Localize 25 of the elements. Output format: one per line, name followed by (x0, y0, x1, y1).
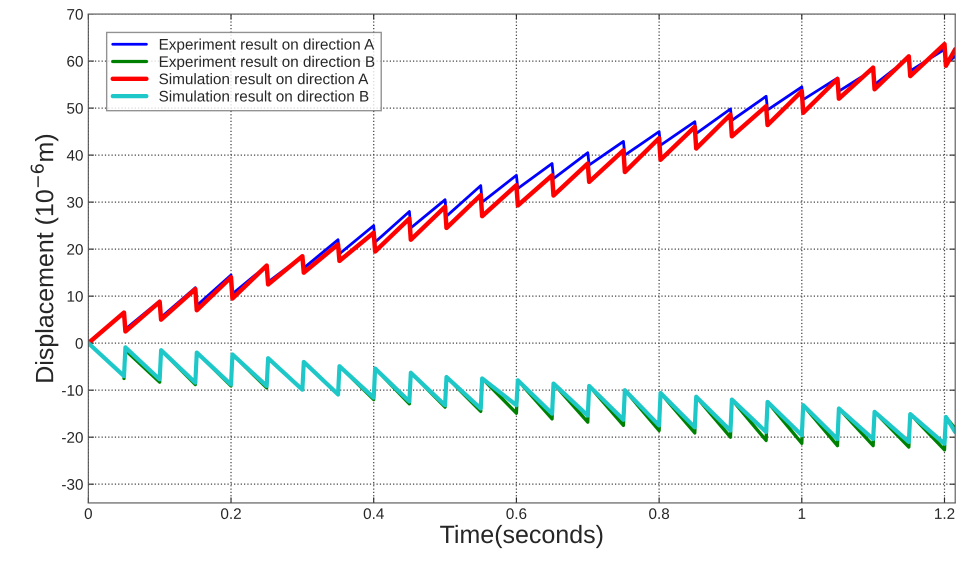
y-tick-label: 60 (67, 56, 83, 67)
y-tick-label: -10 (62, 385, 83, 396)
y-tick-label: 30 (67, 196, 83, 208)
x-tick-label: 0.8 (649, 508, 670, 520)
line-series (88, 341, 956, 446)
x-tick-label: 0.2 (220, 508, 241, 520)
legend-label: Simulation result on direction A (159, 73, 368, 84)
x-tick-label: 0.6 (506, 508, 526, 520)
y-tick-label: 10 (68, 291, 83, 302)
y-axis-title: Displacement (10$^{−6}$m) (30, 134, 58, 382)
legend-label: Experiment result on direction A (160, 38, 374, 53)
y-tick-label: 40 (66, 150, 83, 161)
y-tick-label: -30 (62, 479, 83, 490)
legend-label: Simulation result on direction B (159, 90, 368, 102)
x-tick-label: 1 (798, 508, 806, 519)
x-tick-label: 0.4 (364, 508, 384, 520)
y-tick-label: 0 (76, 338, 83, 349)
x-tick-label: 1.2 (935, 508, 954, 519)
x-tick-label: 0 (84, 508, 92, 520)
y-tick-label: -20 (62, 432, 83, 443)
legend-label: Experiment result on direction B (160, 56, 374, 70)
y-tick-label: 20 (67, 244, 83, 255)
x-axis-title: Time(seconds) (440, 524, 602, 548)
y-tick-label: 50 (67, 102, 83, 114)
y-tick-label: 70 (67, 8, 83, 20)
